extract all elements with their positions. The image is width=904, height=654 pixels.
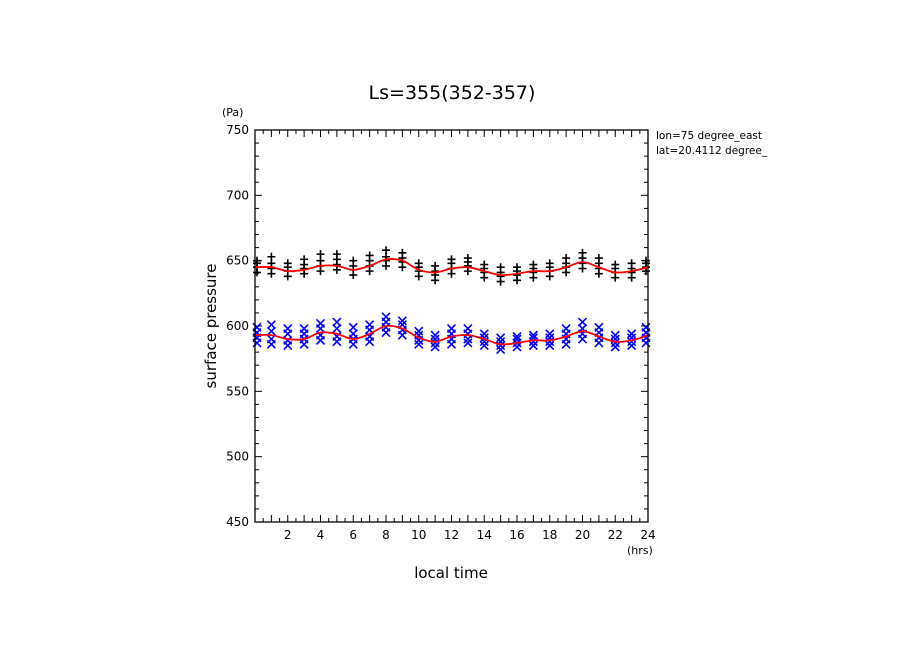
blue-x-marker: [610, 342, 620, 352]
y-tick-label: 650: [226, 254, 249, 268]
blue-x-marker: [512, 331, 522, 342]
black-plus-marker: [447, 255, 456, 264]
blue-x-marker: [561, 324, 571, 334]
blue-x-marker: [545, 337, 555, 347]
x-tick-label: 4: [317, 528, 325, 542]
y-tick-label: 600: [226, 319, 249, 333]
black-plus-marker: [562, 254, 571, 263]
y-tick-label: 550: [226, 384, 249, 398]
black-plus-marker: [545, 259, 554, 268]
black-plus-marker: [349, 256, 358, 265]
blue-x-marker: [545, 329, 555, 339]
blue-x-marker: [528, 330, 538, 340]
black-plus-marker: [414, 259, 423, 268]
blue-x-marker: [641, 322, 651, 332]
blue-x-marker: [332, 317, 342, 327]
blue-x-marker: [414, 339, 424, 349]
blue-x-marker: [479, 329, 489, 339]
black-plus-marker: [627, 259, 636, 268]
x-unit-label: (hrs): [627, 544, 653, 557]
red-fit-line: [254, 258, 649, 277]
blue-x-marker: [266, 326, 276, 336]
black-plus-marker: [300, 255, 309, 264]
blue-x-marker: [496, 333, 506, 343]
blue-x-marker: [545, 341, 555, 351]
blue-x-marker: [365, 320, 375, 330]
blue-x-marker: [627, 329, 637, 339]
blue-x-marker: [594, 322, 604, 332]
blue-x-marker: [463, 324, 473, 334]
black-plus-marker: [332, 250, 341, 259]
black-plus-marker: [578, 248, 587, 257]
x-tick-label: 2: [284, 528, 292, 542]
blue-x-marker: [381, 312, 391, 322]
blue-x-marker: [577, 317, 588, 327]
blue-x-marker: [463, 338, 473, 348]
blue-x-marker: [252, 322, 262, 332]
blue-x-marker: [627, 341, 637, 351]
black-plus-marker: [480, 260, 489, 269]
plot-area: 2 4 6 8 10 12 14 16 18 20 22 2445050055060065070075…: [226, 123, 656, 542]
blue-x-marker: [528, 337, 538, 347]
x-tick-label: 18: [542, 528, 557, 542]
x-tick-label: 8: [382, 528, 390, 542]
black-plus-marker: [463, 254, 472, 263]
blue-x-marker: [414, 326, 424, 336]
blue-x-marker: [332, 324, 342, 334]
black-plus-marker: [382, 246, 390, 255]
blue-x-marker: [397, 316, 407, 326]
black-plus-marker: [316, 250, 325, 259]
black-plus-marker: [611, 260, 620, 269]
blue-x-marker: [365, 331, 375, 342]
blue-x-marker: [315, 318, 326, 328]
blue-x-marker: [299, 324, 309, 334]
y-unit-label: (Pa): [222, 106, 243, 119]
y-tick-label: 450: [226, 515, 249, 529]
y-axis-title: surface pressure: [202, 264, 220, 389]
x-tick-label: 14: [477, 528, 492, 542]
blue-x-marker: [446, 324, 457, 334]
x-tick-label: 12: [444, 528, 459, 542]
blue-x-marker: [610, 330, 620, 340]
blue-x-marker: [283, 324, 293, 334]
lon-annotation: lon=75 degree_east: [656, 130, 762, 142]
x-tick-label: 24: [640, 528, 655, 542]
blue-x-marker: [348, 329, 358, 339]
blue-x-marker: [430, 330, 440, 340]
blue-x-marker: [528, 341, 538, 351]
black-plus-marker: [267, 252, 276, 261]
black-plus-marker: [529, 260, 538, 269]
x-tick-label: 22: [608, 528, 623, 542]
blue-x-marker: [414, 330, 424, 340]
blue-x-marker: [496, 344, 506, 355]
blue-x-marker: [348, 322, 358, 332]
x-tick-label: 20: [575, 528, 590, 542]
black-plus-marker: [594, 254, 603, 263]
black-plus-marker: [398, 248, 407, 257]
black-plus-marker: [283, 259, 292, 268]
y-tick-label: 500: [226, 450, 249, 464]
blue-x-marker: [430, 342, 440, 352]
black-plus-marker: [253, 256, 261, 265]
black-plus-marker: [496, 263, 505, 272]
blue-x-marker: [430, 338, 440, 348]
x-tick-label: 10: [411, 528, 426, 542]
black-plus-marker: [642, 256, 650, 265]
y-tick-label: 750: [226, 123, 249, 137]
x-tick-label: 16: [509, 528, 524, 542]
x-axis-title: local time: [414, 564, 488, 582]
black-plus-marker: [365, 251, 374, 260]
y-tick-label: 700: [226, 188, 249, 202]
x-tick-label: 6: [349, 528, 357, 542]
plot-frame: [254, 129, 649, 523]
blue-x-marker: [266, 320, 276, 330]
chart-title: Ls=355(352-357): [369, 82, 536, 104]
blue-x-marker: [479, 341, 489, 351]
black-plus-marker: [431, 261, 440, 270]
red-fit-line: [254, 324, 649, 346]
lat-annotation: lat=20.4112 degree_: [656, 145, 768, 157]
black-plus-marker: [513, 263, 521, 272]
